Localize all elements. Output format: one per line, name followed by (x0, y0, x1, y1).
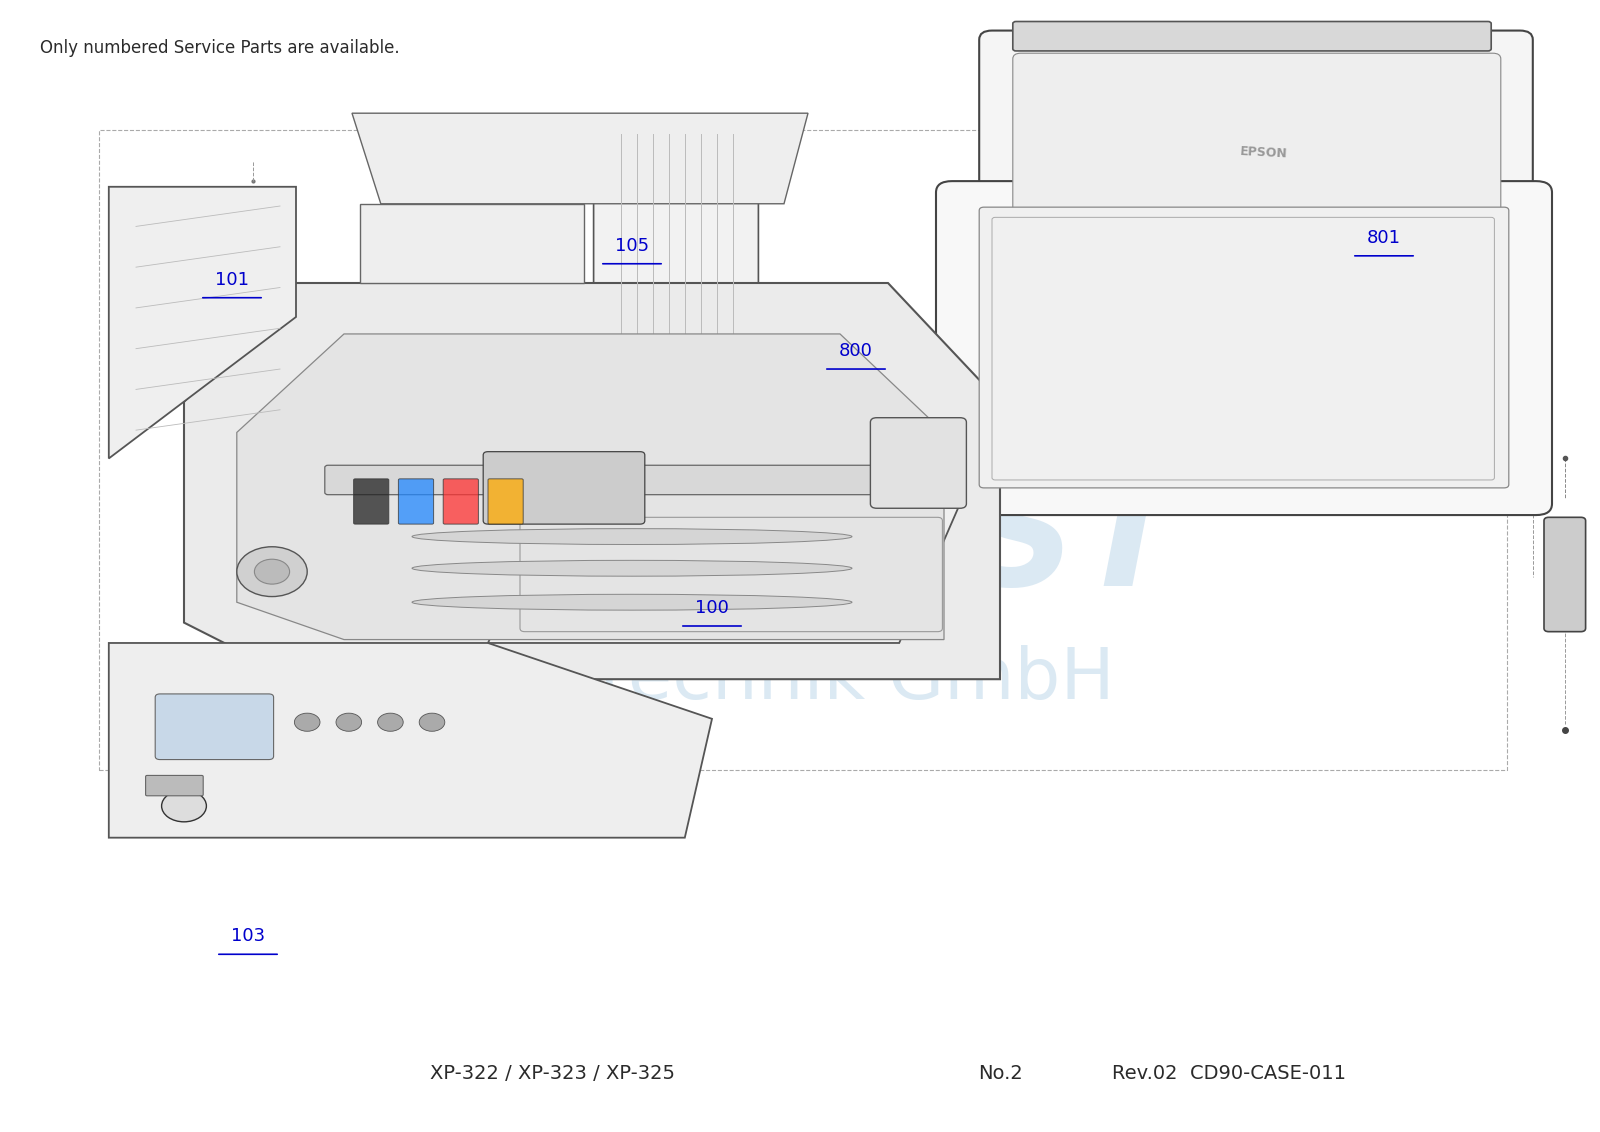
Circle shape (162, 790, 206, 822)
FancyBboxPatch shape (398, 479, 434, 524)
FancyBboxPatch shape (1013, 53, 1501, 257)
FancyBboxPatch shape (594, 120, 758, 378)
Circle shape (336, 713, 362, 731)
FancyBboxPatch shape (354, 479, 389, 524)
Polygon shape (557, 419, 909, 498)
Circle shape (294, 713, 320, 731)
Text: textechnik GmbH: textechnik GmbH (485, 645, 1115, 713)
FancyBboxPatch shape (155, 694, 274, 760)
Text: 101: 101 (214, 271, 250, 289)
Polygon shape (488, 504, 960, 643)
Circle shape (237, 547, 307, 597)
Polygon shape (360, 204, 584, 283)
Circle shape (419, 713, 445, 731)
Text: 100: 100 (694, 599, 730, 617)
FancyBboxPatch shape (443, 479, 478, 524)
Ellipse shape (413, 594, 851, 610)
FancyBboxPatch shape (483, 452, 645, 524)
FancyBboxPatch shape (870, 418, 966, 508)
Polygon shape (237, 334, 944, 640)
Polygon shape (184, 283, 1000, 679)
Text: EXPLAST: EXPLAST (418, 469, 1182, 618)
Circle shape (254, 559, 290, 584)
Text: Rev.02  CD90-CASE-011: Rev.02 CD90-CASE-011 (1112, 1064, 1346, 1082)
Circle shape (378, 713, 403, 731)
Bar (99, 130, 1507, 770)
Text: 800: 800 (838, 342, 874, 360)
Ellipse shape (413, 560, 851, 576)
Text: 105: 105 (614, 237, 650, 255)
Polygon shape (352, 113, 808, 204)
Polygon shape (109, 643, 712, 838)
Text: 801: 801 (1366, 229, 1402, 247)
Text: EPSON: EPSON (1240, 145, 1288, 161)
FancyBboxPatch shape (146, 775, 203, 796)
FancyBboxPatch shape (488, 479, 523, 524)
FancyBboxPatch shape (979, 207, 1509, 488)
Text: XP-322 / XP-323 / XP-325: XP-322 / XP-323 / XP-325 (429, 1064, 675, 1082)
FancyBboxPatch shape (979, 31, 1533, 281)
Text: No.2: No.2 (978, 1064, 1022, 1082)
Polygon shape (109, 187, 296, 458)
Text: Only numbered Service Parts are available.: Only numbered Service Parts are availabl… (40, 38, 400, 57)
FancyBboxPatch shape (1544, 517, 1586, 632)
FancyBboxPatch shape (1013, 22, 1491, 51)
FancyBboxPatch shape (936, 181, 1552, 515)
FancyBboxPatch shape (325, 465, 883, 495)
Text: 103: 103 (230, 927, 266, 945)
Ellipse shape (413, 529, 851, 544)
